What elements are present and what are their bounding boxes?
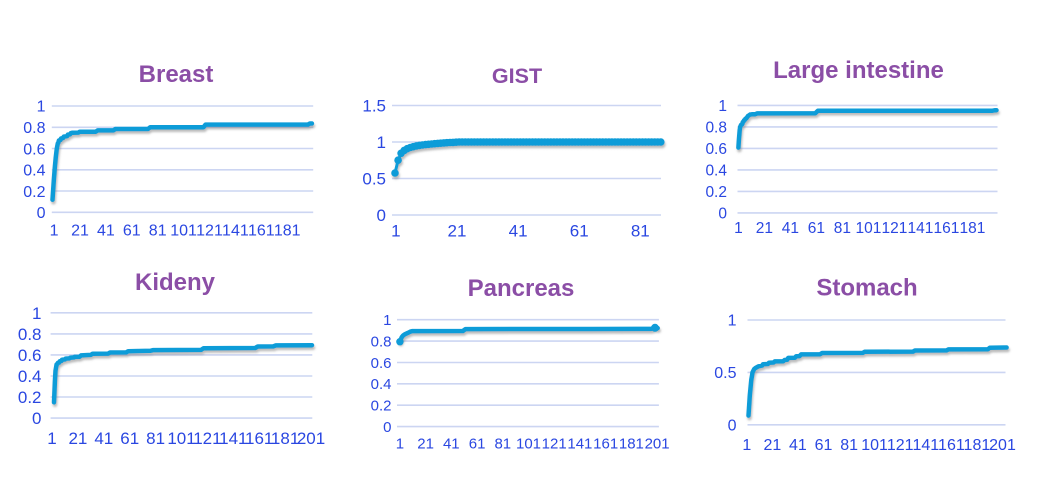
svg-text:121: 121	[887, 437, 914, 454]
svg-text:0: 0	[383, 419, 391, 436]
svg-text:201: 201	[989, 437, 1016, 454]
svg-text:81: 81	[834, 220, 851, 237]
svg-text:161: 161	[245, 429, 273, 448]
svg-text:81: 81	[494, 436, 511, 453]
svg-text:121: 121	[193, 429, 221, 448]
svg-text:61: 61	[469, 436, 486, 453]
svg-text:0: 0	[32, 409, 41, 428]
svg-text:61: 61	[808, 220, 825, 237]
svg-text:0.4: 0.4	[18, 367, 42, 386]
svg-text:1: 1	[377, 133, 386, 152]
svg-text:61: 61	[123, 223, 141, 240]
svg-text:141: 141	[219, 429, 247, 448]
svg-text:141: 141	[567, 436, 592, 453]
svg-text:161: 161	[933, 220, 959, 237]
svg-text:201: 201	[297, 429, 325, 448]
svg-text:1: 1	[47, 429, 56, 448]
svg-text:0.5: 0.5	[362, 170, 386, 189]
svg-text:0.8: 0.8	[705, 120, 727, 137]
svg-text:181: 181	[274, 223, 301, 240]
svg-text:181: 181	[619, 436, 644, 453]
svg-text:41: 41	[97, 223, 115, 240]
svg-text:1: 1	[396, 436, 404, 453]
svg-text:0: 0	[377, 206, 386, 225]
svg-text:81: 81	[149, 223, 167, 240]
svg-text:1: 1	[50, 223, 59, 240]
svg-text:1.5: 1.5	[362, 97, 386, 116]
svg-text:161: 161	[593, 436, 618, 453]
svg-text:0: 0	[718, 206, 727, 223]
svg-text:41: 41	[94, 429, 113, 448]
svg-text:1: 1	[742, 437, 751, 454]
svg-text:61: 61	[120, 429, 139, 448]
svg-text:1: 1	[37, 99, 46, 116]
svg-text:101: 101	[861, 437, 888, 454]
svg-text:21: 21	[764, 437, 782, 454]
svg-text:0.2: 0.2	[371, 398, 392, 415]
svg-text:1: 1	[718, 98, 727, 115]
svg-text:41: 41	[782, 220, 799, 237]
svg-text:121: 121	[542, 436, 567, 453]
svg-text:0.4: 0.4	[23, 163, 45, 180]
svg-text:141: 141	[907, 220, 933, 237]
svg-text:0.8: 0.8	[371, 334, 392, 351]
svg-text:141: 141	[222, 223, 249, 240]
svg-text:81: 81	[840, 437, 858, 454]
svg-text:0.2: 0.2	[705, 184, 727, 201]
svg-text:181: 181	[271, 429, 299, 448]
svg-text:Pancreas: Pancreas	[468, 275, 575, 302]
svg-text:201: 201	[645, 436, 670, 453]
svg-text:Large intestine: Large intestine	[773, 57, 944, 84]
svg-text:101: 101	[516, 436, 541, 453]
svg-text:81: 81	[146, 429, 165, 448]
svg-text:21: 21	[448, 222, 467, 241]
svg-text:21: 21	[417, 436, 434, 453]
svg-text:161: 161	[938, 437, 965, 454]
svg-text:21: 21	[68, 429, 87, 448]
svg-text:0.6: 0.6	[23, 141, 45, 158]
svg-text:41: 41	[509, 222, 528, 241]
svg-text:Breast: Breast	[139, 61, 214, 88]
svg-text:0.6: 0.6	[705, 141, 727, 158]
svg-text:81: 81	[631, 222, 650, 241]
svg-text:141: 141	[912, 437, 939, 454]
svg-text:161: 161	[248, 223, 275, 240]
svg-text:0.8: 0.8	[23, 120, 45, 137]
svg-text:181: 181	[959, 220, 985, 237]
svg-text:0.6: 0.6	[18, 346, 42, 365]
svg-text:101: 101	[167, 429, 195, 448]
svg-text:0.4: 0.4	[705, 163, 727, 180]
svg-text:0.2: 0.2	[18, 388, 42, 407]
svg-text:61: 61	[570, 222, 589, 241]
svg-text:0.6: 0.6	[371, 355, 392, 372]
svg-text:21: 21	[71, 223, 89, 240]
svg-text:GIST: GIST	[492, 64, 542, 88]
svg-text:101: 101	[170, 223, 197, 240]
svg-text:Stomach: Stomach	[816, 275, 917, 302]
svg-text:41: 41	[789, 437, 807, 454]
svg-text:0.2: 0.2	[23, 184, 45, 201]
svg-text:0.5: 0.5	[714, 365, 736, 382]
svg-text:1: 1	[734, 220, 743, 237]
svg-text:0: 0	[728, 418, 737, 435]
svg-text:181: 181	[964, 437, 991, 454]
svg-text:101: 101	[855, 220, 881, 237]
svg-text:0: 0	[37, 205, 46, 222]
svg-text:0.4: 0.4	[371, 376, 392, 393]
svg-text:1: 1	[728, 313, 737, 330]
svg-text:61: 61	[815, 437, 833, 454]
svg-text:121: 121	[881, 220, 907, 237]
svg-text:0.8: 0.8	[18, 325, 42, 344]
svg-text:21: 21	[756, 220, 773, 237]
svg-text:1: 1	[32, 304, 41, 323]
svg-text:1: 1	[383, 312, 391, 329]
svg-text:41: 41	[443, 436, 460, 453]
svg-text:Kideny: Kideny	[135, 269, 216, 296]
svg-text:1: 1	[391, 222, 400, 241]
svg-text:121: 121	[196, 223, 223, 240]
